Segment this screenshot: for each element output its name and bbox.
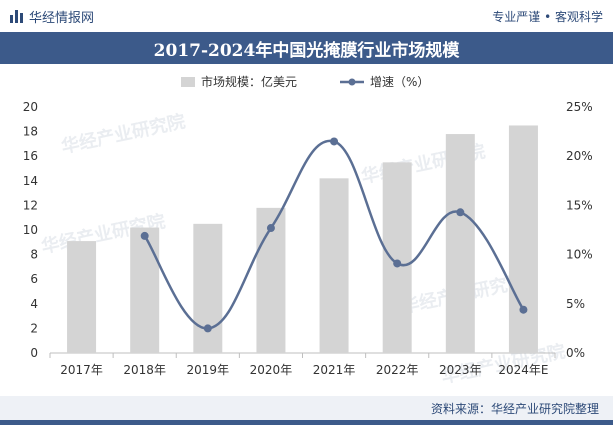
top-header: 华经情报网 专业严谨 • 客观科学 <box>0 0 613 32</box>
axes <box>49 352 556 358</box>
brand: 华经情报网 <box>10 7 94 26</box>
y-left-tick-label: 12 <box>23 198 38 212</box>
x-tick-label: 2024年E <box>498 363 548 377</box>
bar <box>130 227 160 353</box>
y-right-tick-label: 15% <box>566 198 593 212</box>
chart-title: 2017-2024年中国光掩膜行业市场规模 <box>0 32 613 64</box>
bar <box>445 134 475 353</box>
bar <box>508 125 538 353</box>
y-left-tick-label: 16 <box>23 149 38 163</box>
y-left-tick-label: 4 <box>30 297 38 311</box>
growth-point <box>456 208 465 217</box>
y-right-tick-label: 20% <box>566 149 593 163</box>
bar <box>319 178 349 353</box>
legend-line-label: 增速（%） <box>370 75 429 89</box>
footer-band <box>0 420 613 425</box>
x-tick-label: 2018年 <box>123 363 166 377</box>
footer: 资料来源：华经产业研究院整理 <box>0 396 613 420</box>
bars <box>67 125 538 353</box>
brand-name: 华经情报网 <box>29 10 95 26</box>
y-right-tick-label: 25% <box>566 100 593 114</box>
bar <box>256 207 286 353</box>
y-right-tick-label: 5% <box>566 297 585 311</box>
growth-line <box>140 137 528 333</box>
growth-point <box>203 324 212 333</box>
slogan: 专业严谨 • 客观科学 <box>492 9 603 24</box>
source-note: 资料来源：华经产业研究院整理 <box>430 401 599 416</box>
x-tick-label: 2021年 <box>313 363 356 377</box>
y-left-tick-label: 20 <box>23 100 38 114</box>
y-left-tick-label: 14 <box>23 174 38 188</box>
bar <box>67 241 97 353</box>
x-tick-label: 2019年 <box>187 363 230 377</box>
growth-point <box>140 231 149 240</box>
growth-point <box>266 224 275 233</box>
bar-chart-logo-icon <box>10 9 23 23</box>
x-tick-label: 2022年 <box>376 363 419 377</box>
bar <box>193 223 223 353</box>
legend-line-marker <box>348 78 356 86</box>
growth-point <box>330 137 339 146</box>
x-tick-label: 2023年 <box>439 363 482 377</box>
y-left-tick-label: 0 <box>30 346 38 360</box>
x-tick-label: 2020年 <box>250 363 293 377</box>
x-tick-label: 2017年 <box>60 363 103 377</box>
y-left-tick-label: 6 <box>30 272 38 286</box>
chart-canvas: 市场规模：亿美元 增速（%） 0 2 4 6 8 10 12 14 16 18 20 0% 5% 10% 1… <box>23 74 593 377</box>
legend-bar-label: 市场规模：亿美元 <box>201 74 297 89</box>
y-left-tick-label: 2 <box>30 321 38 335</box>
bar <box>382 162 412 353</box>
y-left-tick-label: 10 <box>23 223 38 237</box>
tick-labels: 0 2 4 6 8 10 12 14 16 18 20 0% 5% 10% 15% 20% 25% 2017年 20… <box>23 100 593 377</box>
y-right-tick-label: 0% <box>566 346 585 360</box>
y-left-tick-label: 18 <box>23 125 38 139</box>
growth-point <box>519 305 528 314</box>
legend: 市场规模：亿美元 增速（%） <box>181 74 429 89</box>
y-left-tick-label: 8 <box>30 248 38 262</box>
y-right-tick-label: 10% <box>566 248 593 262</box>
legend-bar-swatch <box>181 77 195 87</box>
growth-point <box>393 259 402 268</box>
